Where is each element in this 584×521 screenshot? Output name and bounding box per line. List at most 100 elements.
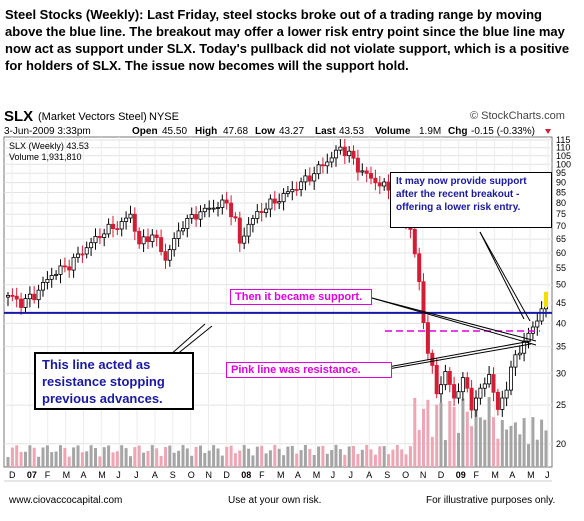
chg-value: -0.15 (-0.33%) [471,126,535,137]
volume-bar [509,425,513,467]
volume-bar [465,411,469,467]
candle-body [465,377,470,389]
note-blue-resistance: This line acted as resistance stopping p… [34,352,194,410]
candle-body [508,366,513,391]
x-tick-label: J [349,470,354,480]
note-blue-resistance-text: This line acted as resistance stopping p… [42,357,165,406]
volume-bar [212,445,216,467]
volume-bar [220,455,224,467]
volume-bar [483,419,487,467]
volume-bar [448,401,452,467]
volume-bar [487,397,491,467]
volume-legend: Volume 1,931,810 [9,152,82,162]
volume-bar [443,440,447,467]
y-tick-label: 90 [556,178,566,188]
candle-body [517,352,522,356]
down-arrow-icon [545,129,551,134]
candle-body [89,242,94,249]
volume-bar [299,450,303,467]
candle-body [237,217,242,244]
candle-body [128,213,133,219]
volume-bar [360,449,364,467]
candle-body [539,308,544,322]
note-became-support-text: Then it became support. [235,291,363,303]
volume-bar [124,448,128,467]
candle-body [456,391,461,399]
volume-bar [391,449,395,467]
volume-bar [452,406,456,467]
candle-body [132,213,137,232]
volume-bar [303,445,307,467]
volume-bar [133,447,137,467]
x-tick-label: M [98,470,106,480]
volume-bar [404,454,408,467]
candle-body [338,146,343,151]
volume-bar [172,452,176,467]
time-axis: D 07 F M A M J J A S O N D 08 F M A M J J A S O N D 09 F M A M J [9,470,550,480]
x-tick-label: J [545,470,550,480]
y-tick-label: 105 [556,151,571,161]
candle-body [176,230,181,239]
candle-body [141,236,146,245]
volume-bar [457,432,460,467]
volume-bar [527,444,530,467]
x-tick-label: F [259,470,265,480]
x-tick-label: M [491,470,499,480]
volume-bar [290,445,294,467]
candle-body [84,247,89,255]
volume-bar [120,445,124,467]
x-tick-label: M [277,470,285,480]
pointer-line [479,231,525,320]
x-tick-label: N [420,470,427,480]
x-tick-label: S [384,470,390,480]
candle-body [412,229,417,255]
volume-bar [264,453,268,467]
volume-bar [137,445,141,467]
candle-body [115,228,120,230]
footer-site: www.ciovaccocapital.com [9,495,123,506]
volume-bar [54,451,58,467]
candle-body [250,218,255,225]
y-tick-label: 80 [556,198,566,208]
volume-bar [417,429,421,467]
volume-bar [478,417,482,467]
volume-value: 1.9M [419,126,441,137]
footer-risk: Use at your own risk. [228,495,322,506]
x-tick-label: N [206,470,213,480]
volume-bar [111,452,115,467]
candle-body [167,249,172,261]
volume-bar [352,446,355,467]
volume-bar [45,445,49,467]
volume-bar [505,429,509,467]
note-support-top-text: It may now provide support after the rec… [396,176,527,213]
candle-body [163,251,168,261]
volume-bar [255,446,259,467]
candle-body [76,253,81,258]
candle-body [364,170,369,174]
candle-body [312,173,317,182]
volume-bar [500,420,504,467]
volume-bar [85,451,89,467]
candle-body [80,253,85,256]
candle-body [447,370,452,385]
volume-bar [492,417,495,467]
volume-bar [251,455,255,467]
x-tick-label: D [438,470,445,480]
x-tick-label: 09 [456,470,466,480]
volume-bar [32,447,36,467]
candle-body [119,221,124,230]
volume-bar [37,456,41,467]
candle-body [290,189,295,193]
y-tick-label: 110 [556,143,570,153]
volume-bar [28,445,32,467]
volume-bar [334,445,338,467]
candle-body [259,211,264,214]
candle-body [58,265,63,275]
candle-body [71,256,76,271]
candle-body [137,230,142,245]
x-tick-label: S [170,470,176,480]
volume-bars [6,397,548,467]
volume-bar [59,445,62,467]
x-tick-label: O [188,470,195,480]
y-tick-label: 40 [556,318,566,328]
